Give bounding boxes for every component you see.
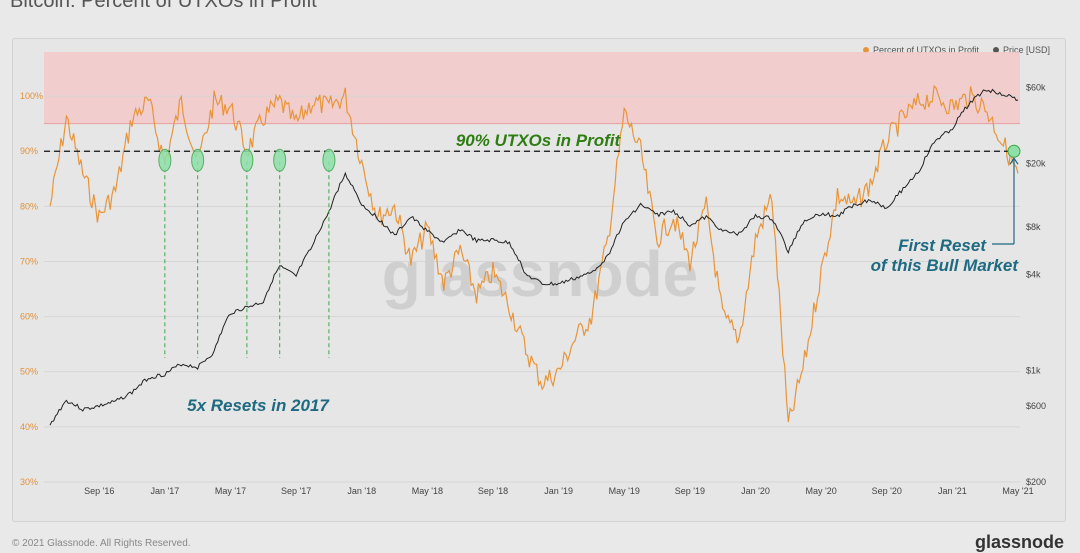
footer-brand: glassnode <box>974 532 1064 552</box>
y-left-tick: 30% <box>20 477 38 487</box>
legend-dot-utxo <box>862 47 869 53</box>
reset-marker <box>273 148 287 172</box>
y-left-tick: 80% <box>20 201 38 211</box>
legend-dot-price <box>992 47 999 53</box>
reset-marker <box>322 148 336 172</box>
x-tick: Jan '18 <box>347 486 376 496</box>
x-tick: Sep '17 <box>281 486 311 496</box>
reset-marker <box>191 148 205 172</box>
legend-item-price[interactable]: Price [USD] <box>992 45 1050 55</box>
x-tick: May '19 <box>609 486 640 496</box>
chart-legend: Percent of UTXOs in Profit Price [USD] <box>862 45 1050 55</box>
legend-item-utxo[interactable]: Percent of UTXOs in Profit <box>862 45 979 55</box>
x-tick: May '20 <box>806 486 837 496</box>
y-left-tick: 100% <box>20 91 43 101</box>
profit-band <box>44 52 1020 124</box>
y-left-tick: 70% <box>20 256 38 266</box>
reset-marker <box>240 148 254 172</box>
legend-label-price: Price [USD] <box>1002 45 1050 55</box>
x-tick: Sep '20 <box>872 486 902 496</box>
y-right-tick: $8k <box>1026 222 1041 232</box>
y-right-tick: $600 <box>1026 401 1046 411</box>
y-right-tick: $20k <box>1026 158 1046 168</box>
footer-copyright: © 2021 Glassnode. All Rights Reserved. <box>12 538 191 549</box>
x-tick: Jan '17 <box>150 486 179 496</box>
watermark: glassnode <box>382 238 699 310</box>
x-tick: May '18 <box>412 486 443 496</box>
reset-marker <box>158 148 172 172</box>
reset-marker-2021 <box>1007 144 1021 158</box>
y-right-tick: $1k <box>1026 366 1041 376</box>
x-tick: Sep '18 <box>478 486 508 496</box>
series-utxo-line <box>49 84 1019 423</box>
y-right-tick: $200 <box>1026 477 1046 487</box>
x-tick: Jan '21 <box>938 486 967 496</box>
x-tick: May '17 <box>215 486 246 496</box>
x-tick: Sep '19 <box>675 486 705 496</box>
annotation-arrowhead <box>1009 157 1019 165</box>
y-left-tick: 90% <box>20 146 38 156</box>
annotation-first-reset: First Reset <box>898 236 987 255</box>
y-left-tick: 60% <box>20 312 38 322</box>
annotation-bull-market: of this Bull Market <box>871 256 1020 275</box>
x-tick: May '21 <box>1002 486 1033 496</box>
x-tick: Jan '20 <box>741 486 770 496</box>
y-right-tick: $4k <box>1026 270 1041 280</box>
y-right-tick: $60k <box>1026 82 1046 92</box>
x-tick: Jan '19 <box>544 486 573 496</box>
x-tick: Sep '16 <box>84 486 114 496</box>
annotation-resets-2017: 5x Resets in 2017 <box>187 396 330 415</box>
y-left-tick: 40% <box>20 422 38 432</box>
series-price-line <box>49 88 1019 426</box>
y-left-tick: 50% <box>20 367 38 377</box>
threshold-label: 90% UTXOs in Profit <box>456 131 622 150</box>
legend-label-utxo: Percent of UTXOs in Profit <box>872 45 979 55</box>
page-title: Bitcoin: Percent of UTXOs in Profit <box>10 0 317 12</box>
